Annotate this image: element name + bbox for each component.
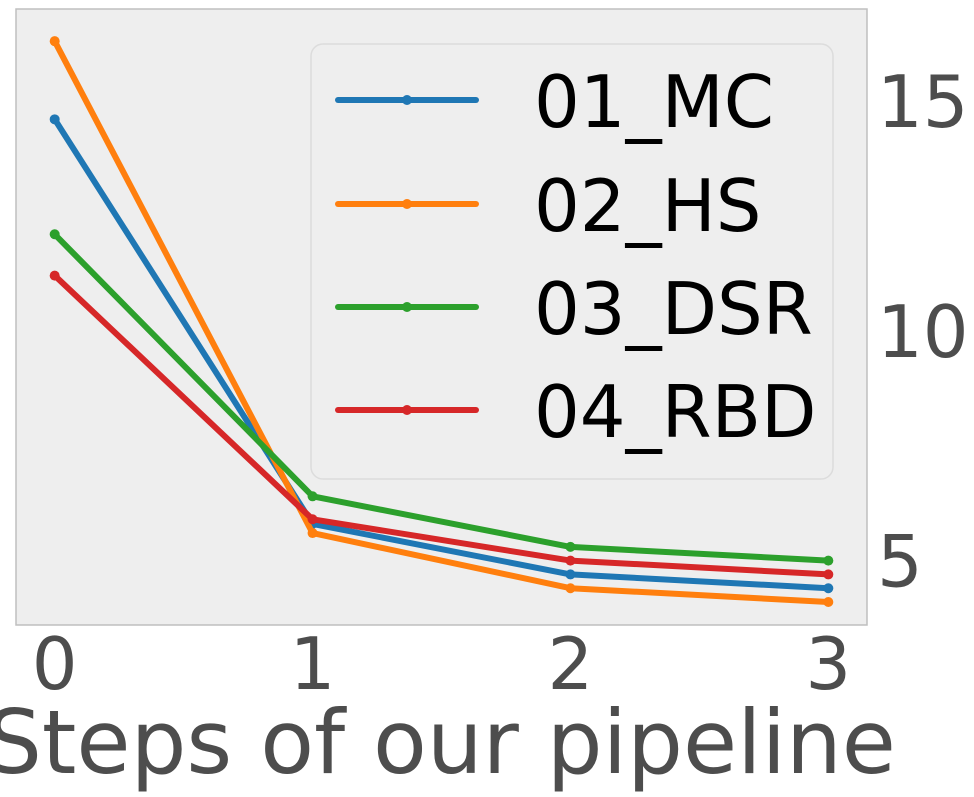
data-point xyxy=(49,270,60,281)
legend-label: 02_HS xyxy=(534,164,761,248)
data-point xyxy=(565,569,576,580)
legend-label: 04_RBD xyxy=(534,370,816,454)
data-point xyxy=(307,514,318,525)
x-tick-labels: 0 1 2 3 xyxy=(32,622,851,706)
legend-marker xyxy=(402,199,412,209)
legend-label: 03_DSR xyxy=(534,267,813,351)
legend-box xyxy=(310,43,834,480)
y-tick-label: 5 xyxy=(877,520,923,604)
data-point xyxy=(49,114,60,125)
data-point xyxy=(565,541,576,552)
x-tick-label: 3 xyxy=(805,622,851,706)
x-tick-label: 0 xyxy=(32,622,78,706)
data-point xyxy=(823,555,834,566)
series-line xyxy=(51,38,832,605)
series-lines xyxy=(49,36,834,608)
legend-marker xyxy=(402,405,412,415)
legend-marker xyxy=(402,95,412,105)
series-line xyxy=(51,116,832,592)
legend: 01_MC 02_HS 03_DSR 04_RBD xyxy=(310,43,834,480)
data-point xyxy=(49,36,60,47)
series-line xyxy=(51,231,832,564)
x-axis-label: Steps of our pipeline xyxy=(0,691,896,794)
legend-marker xyxy=(402,302,412,312)
data-point xyxy=(823,583,834,594)
legend-label: 01_MC xyxy=(534,60,774,144)
data-point xyxy=(565,583,576,594)
data-point xyxy=(823,569,834,580)
data-point xyxy=(565,555,576,566)
data-point xyxy=(307,491,318,502)
data-point xyxy=(823,597,834,608)
y-tick-labels: 5 10 15 xyxy=(877,60,969,604)
series-line xyxy=(51,272,832,578)
y-tick-label: 15 xyxy=(877,60,969,144)
data-point xyxy=(49,229,60,240)
x-tick-label: 2 xyxy=(548,622,594,706)
x-tick-label: 1 xyxy=(290,622,336,706)
y-tick-label: 10 xyxy=(877,290,969,374)
data-point xyxy=(307,528,318,539)
